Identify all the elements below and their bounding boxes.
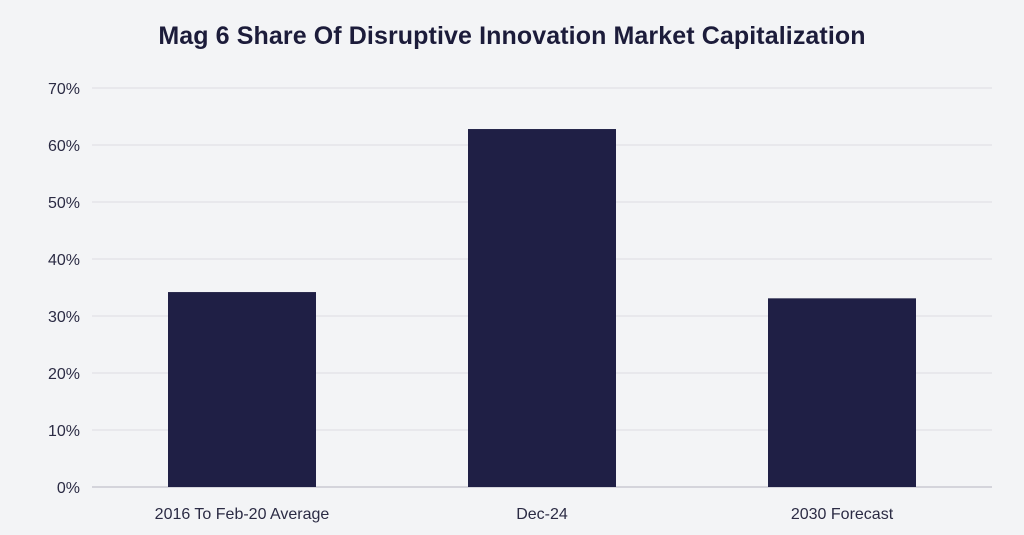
y-tick-label: 60% <box>48 138 80 155</box>
y-tick-label: 40% <box>48 252 80 269</box>
x-tick-label: Dec-24 <box>516 506 568 523</box>
y-tick-label: 30% <box>48 309 80 326</box>
bar <box>468 129 616 488</box>
y-tick-label: 10% <box>48 423 80 440</box>
bar <box>168 292 316 487</box>
x-tick-label: 2016 To Feb-20 Average <box>155 506 330 523</box>
y-tick-label: 50% <box>48 195 80 212</box>
y-tick-label: 0% <box>57 480 80 497</box>
bar <box>768 298 916 487</box>
chart-title: Mag 6 Share Of Disruptive Innovation Mar… <box>158 22 866 50</box>
y-tick-label: 70% <box>48 81 80 98</box>
y-tick-label: 20% <box>48 366 80 383</box>
x-tick-label: 2030 Forecast <box>791 506 894 523</box>
